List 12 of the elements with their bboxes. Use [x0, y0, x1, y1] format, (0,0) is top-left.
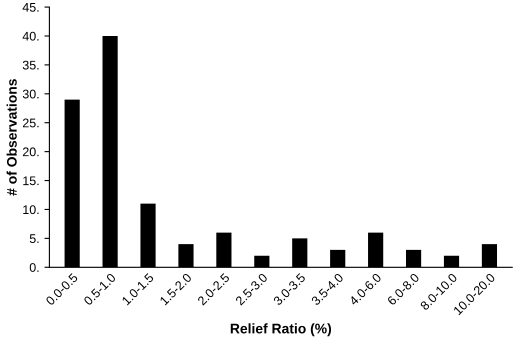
x-axis-title: Relief Ratio (%)	[230, 323, 332, 336]
y-tick-label: 5.	[30, 234, 39, 244]
y-tick-label: 0.	[30, 263, 39, 272]
y-tick-label: 40.	[22, 32, 39, 41]
y-tick-label: 45.	[22, 3, 39, 12]
y-tick-label: 10.	[23, 205, 39, 214]
y-tick-label: 20.	[22, 147, 39, 156]
y-tick-label: 15.	[23, 176, 39, 186]
y-axis-title: # of Observations	[6, 79, 17, 196]
y-tick-label: 25.	[22, 118, 39, 128]
y-tick-label: 30.	[22, 90, 39, 98]
y-tick-label: 35.	[22, 60, 39, 70]
